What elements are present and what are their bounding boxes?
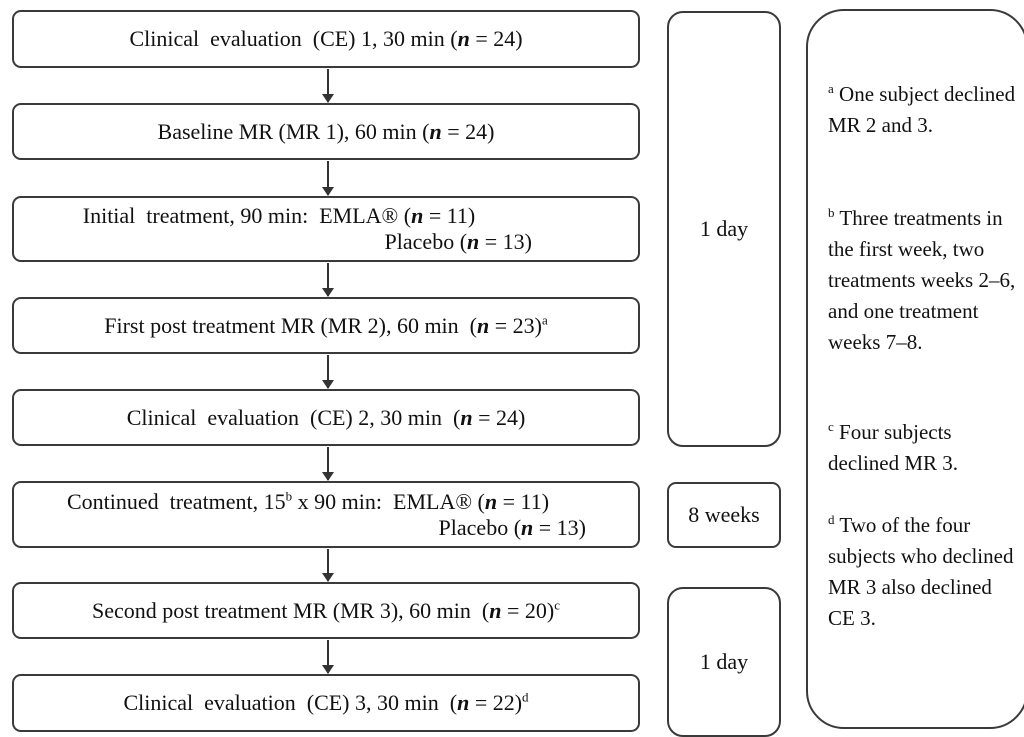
step-clinical-evaluation-2: Clinical evaluation (CE) 2, 30 min (n = … (12, 389, 640, 446)
footnotes-panel: a One subject declined MR 2 and 3. b Thr… (806, 9, 1024, 729)
flow-arrow (322, 69, 334, 103)
step-clinical-evaluation-1: Clinical evaluation (CE) 1, 30 min (n = … (12, 10, 640, 68)
step-baseline-mr: Baseline MR (MR 1), 60 min (n = 24) (12, 103, 640, 160)
footnote-c: c Four subjects declined MR 3. (828, 419, 959, 475)
step-second-post-treatment-mr: Second post treatment MR (MR 3), 60 min … (12, 582, 640, 639)
footnote-b: b Three treatments in the first week, tw… (828, 205, 1016, 354)
step-initial-treatment: Initial treatment, 90 min: EMLA® (n = 11… (12, 196, 640, 262)
step-clinical-evaluation-3: Clinical evaluation (CE) 3, 30 min (n = … (12, 674, 640, 732)
duration-box-1-day: 1 day (667, 11, 781, 447)
duration-box-8-weeks: 8 weeks (667, 482, 781, 548)
flow-arrow (322, 263, 334, 297)
step-continued-treatment: Continued treatment, 15b x 90 min: EMLA®… (12, 481, 640, 548)
flow-arrow (322, 355, 334, 389)
step-first-post-treatment-mr: First post treatment MR (MR 2), 60 min (… (12, 297, 640, 354)
flow-arrow (322, 161, 334, 196)
flow-arrow (322, 549, 334, 582)
footnote-d: d Two of the four subjects who declined … (828, 512, 1014, 630)
footnote-a: a One subject declined MR 2 and 3. (828, 81, 1016, 137)
flow-arrow (322, 447, 334, 481)
duration-box-1-day-final: 1 day (667, 587, 781, 737)
flow-arrow (322, 640, 334, 674)
